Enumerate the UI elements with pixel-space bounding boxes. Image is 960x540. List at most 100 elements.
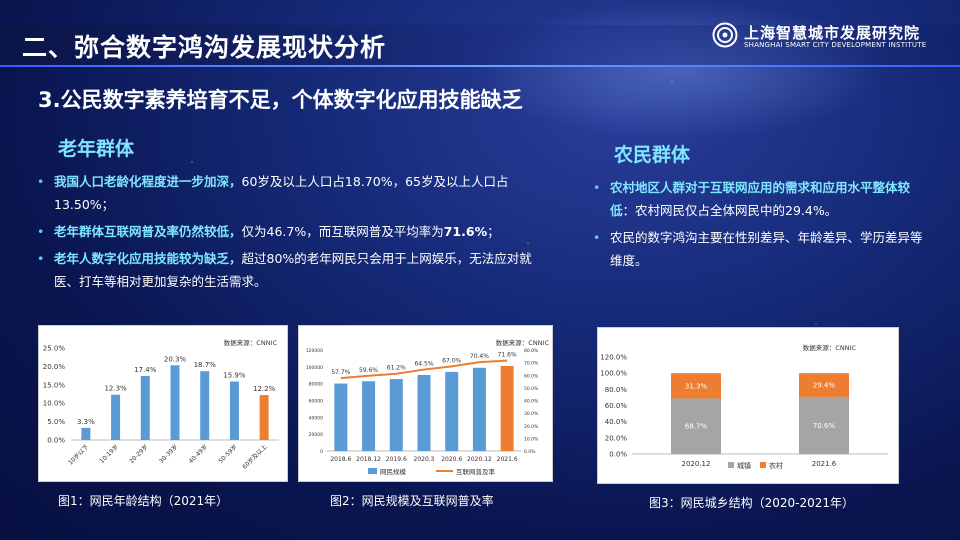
elderly-bullet-list: 我国人口老龄化程度进一步加深，60岁及以上人口占18.70%，65岁及以上人口占… (32, 170, 552, 297)
figure1-caption: 图1：网民年龄结构（2021年） (58, 494, 229, 508)
x-tick-label: 2021.6 (812, 460, 837, 468)
bar (445, 371, 459, 451)
farmer-group-title: 农民群体 (614, 144, 691, 166)
data-label: 29.4% (813, 382, 836, 390)
y-tick-label: 20.0% (43, 363, 66, 371)
title-bar (0, 25, 960, 65)
list-item: 农民的数字鸿沟主要在性别差异、年龄差异、学历差异等维度。 (588, 226, 928, 272)
y-tick-label: 60000 (309, 399, 323, 405)
legend-swatch-bar (368, 468, 377, 474)
bar (170, 365, 180, 440)
y-right-tick-label: 50.0% (524, 386, 539, 392)
y-tick-label: 20.0% (605, 434, 628, 442)
x-tick-label: 10-19岁 (98, 443, 120, 465)
y-right-tick-label: 40.0% (524, 399, 539, 405)
x-tick-label: 2020.3 (414, 456, 435, 463)
data-label: 20.3% (164, 355, 187, 363)
bar (140, 375, 150, 440)
x-tick-label: 2021.6 (497, 456, 518, 463)
stacked-bar-segment (799, 373, 849, 397)
y-tick-label: 5.0% (47, 418, 65, 426)
y-tick-label: 120.0% (600, 354, 627, 362)
line-data-label: 61.2% (387, 365, 406, 372)
logo-name-en: SHANGHAI SMART CITY DEVELOPMENT INSTITUT… (744, 41, 927, 49)
institute-logo-icon (712, 22, 738, 48)
y-tick-label: 0.0% (609, 451, 627, 459)
y-right-tick-label: 10.0% (524, 436, 539, 442)
line-data-label: 64.5% (414, 361, 433, 368)
x-tick-label: 2020.12 (467, 456, 492, 463)
y-tick-label: 40.0% (605, 418, 628, 426)
data-label: 17.4% (134, 366, 157, 374)
data-label: 18.7% (194, 361, 217, 369)
farmer-bullet-list: 农村地区人群对于互联网应用的需求和应用水平整体较低：农村网民仅占全体网民中的29… (588, 176, 928, 276)
y-tick-label: 20000 (309, 432, 323, 438)
y-tick-label: 10.0% (43, 400, 66, 408)
data-label: 3.3% (77, 418, 95, 426)
stacked-bar-segment (799, 396, 849, 454)
y-tick-label: 15.0% (43, 381, 66, 389)
y-tick-label: 100000 (306, 365, 323, 371)
line-series (340, 359, 508, 380)
data-label: 70.6% (813, 422, 836, 430)
y-tick-label: 25.0% (43, 345, 66, 353)
x-tick-label: 60岁及以上 (241, 443, 269, 471)
stacked-bar-segment (671, 373, 721, 399)
elderly-group-title: 老年群体 (58, 138, 135, 160)
y-right-tick-label: 20.0% (524, 424, 539, 430)
source-label: 数据来源：CNNIC (224, 338, 278, 347)
line-data-label: 59.6% (359, 367, 378, 374)
netizen-scale-chart: 数据来源：CNNIC 0 20000 40000 60000 80000 100000 120… (298, 325, 553, 482)
urban-rural-svg: 数据来源：CNNIC 0.0% 20.0% 40.0% 60.0% 80.0% 100.0%… (600, 343, 888, 470)
page-title: 二、弥合数字鸿沟发展现状分析 (22, 33, 387, 62)
x-tick-label: 10岁以下 (66, 443, 90, 467)
y-right-tick-label: 30.0% (524, 411, 539, 417)
bar (500, 365, 514, 451)
legend-label: 网民规模 (380, 467, 407, 476)
data-label: 31.3% (685, 382, 708, 390)
bar (334, 383, 348, 451)
legend-label: 互联网普及率 (456, 467, 496, 476)
y-tick-label: 0 (320, 449, 323, 455)
y-tick-label: 60.0% (605, 402, 628, 410)
bar (111, 394, 121, 440)
bar (200, 371, 210, 440)
line-data-label: 71.6% (498, 352, 517, 359)
y-tick-label: 80.0% (605, 386, 628, 394)
logo-name-cn: 上海智慧城市发展研究院 (744, 24, 921, 42)
x-tick-label: 40-49岁 (187, 443, 209, 465)
urban-rural-chart: 数据来源：CNNIC 0.0% 20.0% 40.0% 60.0% 80.0% 100.0%… (597, 327, 899, 484)
data-label: 68.7% (685, 423, 708, 431)
bar (362, 381, 376, 451)
stacked-bar-segment (671, 398, 721, 454)
y-right-tick-label: 60.0% (524, 373, 539, 379)
y-right-tick-label: 70.0% (524, 361, 539, 367)
bar (81, 427, 91, 440)
data-label: 12.2% (253, 385, 276, 393)
figure3-caption: 图3：网民城乡结构（2020-2021年） (649, 496, 855, 510)
bar (259, 395, 269, 440)
x-tick-label: 20-29岁 (127, 443, 149, 465)
x-tick-label: 30-39岁 (157, 443, 179, 465)
legend-label: 农村 (769, 461, 783, 470)
title-underline (0, 65, 960, 67)
x-tick-label: 2018.12 (356, 456, 381, 463)
legend-swatch (728, 462, 734, 468)
legend-label: 城镇 (737, 461, 751, 470)
x-tick-label: 2020.12 (682, 460, 711, 468)
legend-swatch (760, 462, 766, 468)
age-structure-svg: 数据来源：CNNIC 0.0% 5.0% 10.0% 15.0% 20.0% 25.0% 3.… (43, 338, 279, 471)
x-tick-label: 50-59岁 (217, 443, 239, 465)
y-tick-label: 120000 (306, 348, 323, 354)
bar (389, 379, 403, 451)
source-label: 数据来源：CNNIC (803, 343, 857, 352)
y-tick-label: 80000 (309, 382, 323, 388)
x-tick-label: 2020.6 (441, 456, 462, 463)
line-data-label: 70.4% (470, 353, 489, 360)
bar (417, 374, 431, 451)
bar (229, 381, 239, 440)
figure2-caption: 图2：网民规模及互联网普及率 (330, 494, 494, 508)
y-tick-label: 100.0% (600, 370, 627, 378)
y-right-tick-label: 80.0% (524, 348, 539, 354)
header-glow (470, 0, 890, 140)
